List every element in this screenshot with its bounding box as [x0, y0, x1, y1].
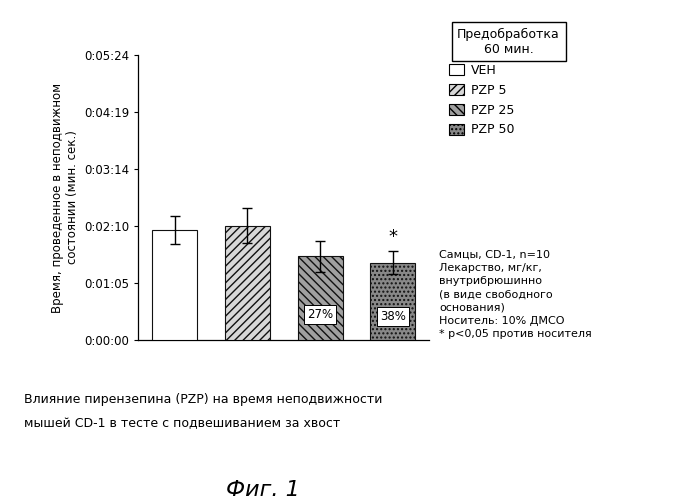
Text: Самцы, CD-1, n=10
Лекарство, мг/кг,
внутрибрюшинно
(в виде свободного
основания): Самцы, CD-1, n=10 Лекарство, мг/кг, внут… — [439, 250, 592, 339]
Text: *: * — [388, 228, 397, 246]
Y-axis label: Время, проведенное в неподвижном
состоянии (мин. сек.): Время, проведенное в неподвижном состоян… — [51, 82, 79, 312]
Legend: VEH, PZP 5, PZP 25, PZP 50: VEH, PZP 5, PZP 25, PZP 50 — [447, 62, 517, 139]
Text: 38%: 38% — [380, 310, 406, 324]
Text: мышей CD-1 в тесте с подвешиванием за хвост: мышей CD-1 в тесте с подвешиванием за хв… — [24, 418, 340, 430]
Text: 27%: 27% — [307, 308, 333, 322]
Text: Влияние пирензепина (PZP) на время неподвижности: Влияние пирензепина (PZP) на время непод… — [24, 392, 383, 406]
Bar — [298, 256, 343, 340]
Text: Фиг. 1: Фиг. 1 — [226, 480, 300, 500]
Bar — [152, 230, 197, 340]
Bar — [370, 262, 415, 340]
Text: Предобработка
60 мин.: Предобработка 60 мин. — [457, 28, 560, 56]
Bar — [225, 226, 270, 340]
